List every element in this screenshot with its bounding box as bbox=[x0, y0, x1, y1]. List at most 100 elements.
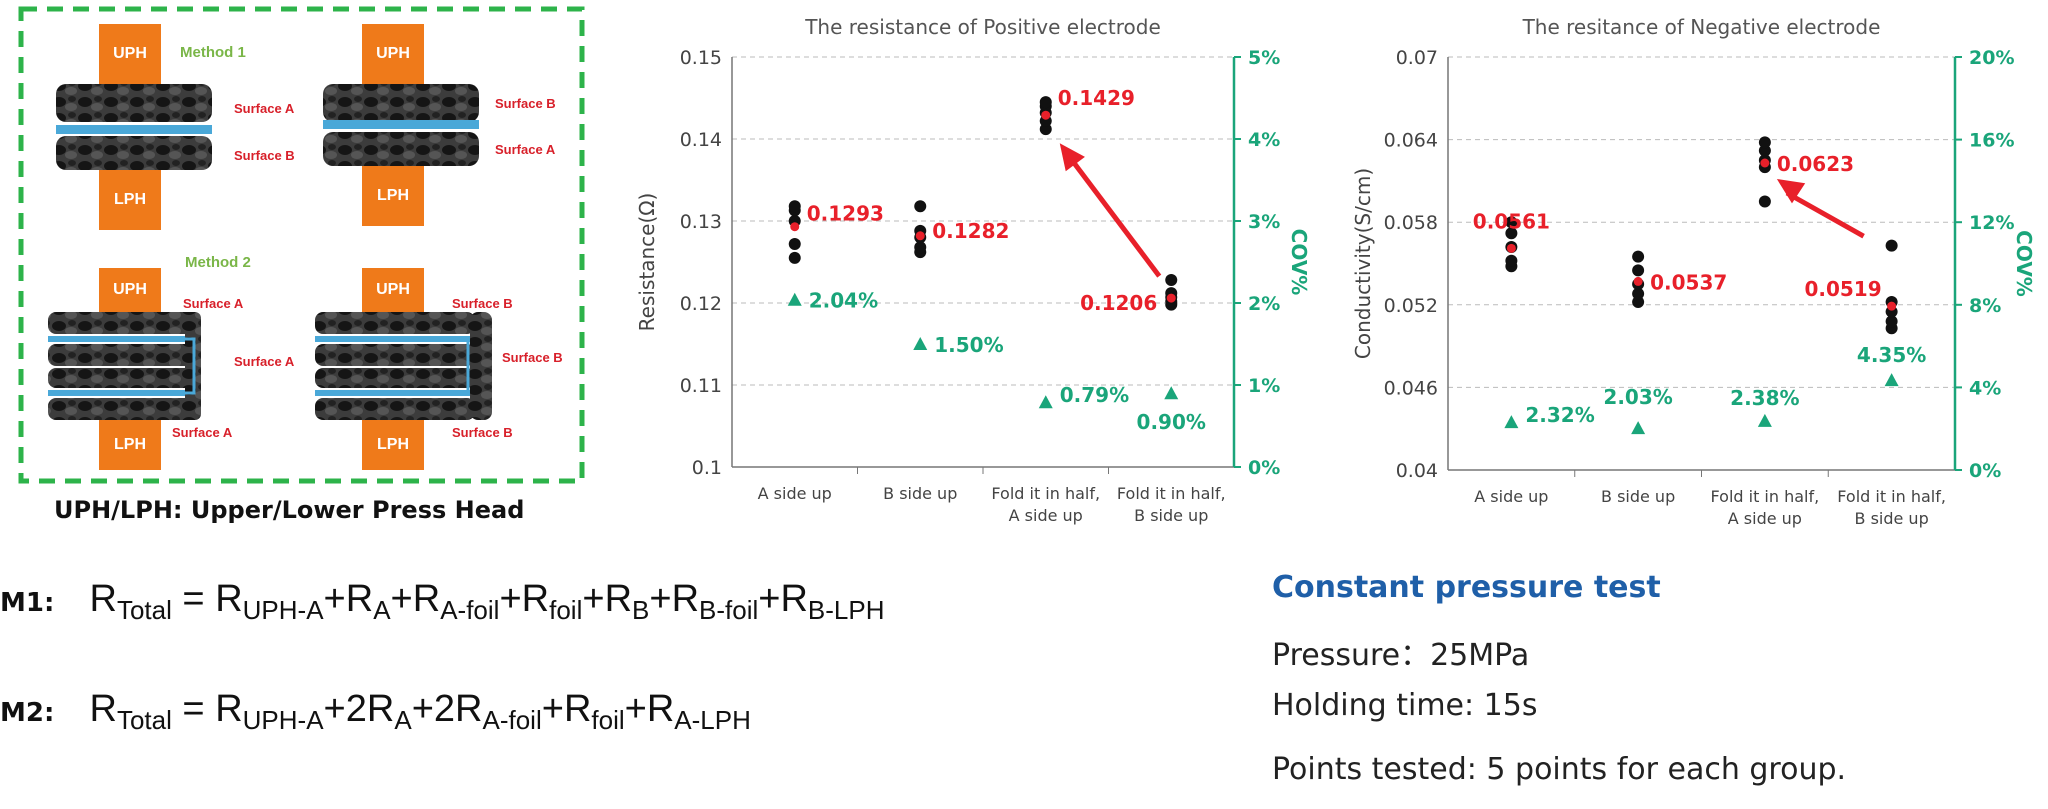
surface-label: Surface A bbox=[172, 425, 232, 440]
y2-tick-label: 20% bbox=[1969, 47, 2014, 69]
y-tick-label: 0.04 bbox=[1396, 460, 1438, 482]
surface-label: Surface B bbox=[452, 296, 513, 311]
cov-value-label: 1.50% bbox=[934, 333, 1003, 357]
x-category-label: Fold it in half, bbox=[1117, 484, 1226, 503]
lph-block: LPH bbox=[362, 166, 424, 226]
data-point bbox=[789, 200, 801, 212]
surface-label: Surface A bbox=[183, 296, 243, 311]
lph-block: LPH bbox=[362, 420, 424, 470]
folded-stack-right bbox=[315, 312, 492, 420]
cov-marker bbox=[1631, 421, 1645, 434]
x-category-label: Fold it in half, bbox=[1711, 487, 1820, 506]
data-point bbox=[789, 238, 801, 250]
test-pressure: Pressure：25MPa bbox=[1272, 630, 1529, 674]
y-axis-title: Conductivity(S/cm) bbox=[1351, 168, 1375, 359]
folded-stack-left bbox=[48, 312, 201, 420]
y-tick-label: 0.052 bbox=[1384, 295, 1438, 317]
uph-block: UPH bbox=[99, 268, 161, 312]
y-tick-label: 0.1 bbox=[692, 457, 722, 479]
x-category-label: B side up bbox=[1601, 487, 1675, 506]
cov-value-label: 2.32% bbox=[1525, 403, 1594, 427]
foil-layer bbox=[56, 125, 212, 134]
cov-marker bbox=[1039, 395, 1053, 408]
cov-marker bbox=[1885, 373, 1899, 386]
x-category-label: A side up bbox=[1728, 509, 1802, 528]
equation-m2: M2: RTotal = RUPH-A+2RA+2RA-foil+Rfoil+R… bbox=[0, 688, 751, 736]
trend-arrow-head bbox=[1060, 143, 1085, 171]
electrode-layer bbox=[323, 132, 479, 166]
cov-value-label: 2.38% bbox=[1730, 386, 1799, 410]
positive-electrode-chart: The resistance of Positive electrode 0.1 0… bbox=[620, 0, 1320, 545]
x-category-label: B side up bbox=[1855, 509, 1929, 528]
mean-point bbox=[1507, 244, 1516, 253]
mean-value-label: 0.1429 bbox=[1058, 86, 1135, 110]
uph-block: UPH bbox=[99, 24, 161, 84]
surface-label: Surface A bbox=[234, 101, 294, 116]
mean-point bbox=[916, 231, 925, 240]
x-category-label: B side up bbox=[1134, 506, 1208, 525]
x-category-label: A side up bbox=[1009, 506, 1083, 525]
x-category-label: A side up bbox=[758, 484, 832, 503]
data-point bbox=[1759, 136, 1771, 148]
y-tick-label: 0.12 bbox=[680, 293, 722, 315]
y2-axis-title: COV% bbox=[1287, 229, 1311, 296]
y-axis-title: Resistance(Ω) bbox=[635, 193, 659, 332]
mean-point bbox=[1634, 277, 1643, 286]
trend-arrow bbox=[1070, 157, 1160, 276]
y2-tick-label: 8% bbox=[1969, 295, 2001, 317]
data-point bbox=[1165, 274, 1177, 286]
y-tick-label: 0.13 bbox=[680, 211, 722, 233]
y-tick-label: 0.058 bbox=[1384, 212, 1438, 234]
cov-marker bbox=[1758, 414, 1772, 427]
schematic-caption: UPH/LPH: Upper/Lower Press Head bbox=[54, 496, 524, 524]
y-tick-label: 0.11 bbox=[680, 375, 722, 397]
mean-value-label: 0.0537 bbox=[1650, 270, 1727, 294]
y2-tick-label: 3% bbox=[1248, 211, 1280, 233]
cov-marker bbox=[1164, 386, 1178, 399]
x-category-label: Fold it in half, bbox=[991, 484, 1100, 503]
lph-block: LPH bbox=[99, 420, 161, 470]
y2-tick-label: 4% bbox=[1969, 377, 2001, 399]
surface-label: Surface B bbox=[495, 96, 556, 111]
y-tick-label: 0.07 bbox=[1396, 47, 1438, 69]
surface-label: Surface B bbox=[452, 425, 513, 440]
cov-value-label: 0.79% bbox=[1060, 383, 1129, 407]
uph-block: UPH bbox=[362, 24, 424, 84]
cov-value-label: 2.04% bbox=[809, 289, 878, 313]
surface-label: Surface B bbox=[502, 350, 563, 365]
chart-title: The resistance of Positive electrode bbox=[804, 15, 1161, 39]
electrode-layer bbox=[56, 84, 212, 122]
lph-block: LPH bbox=[99, 170, 161, 230]
y2-tick-label: 0% bbox=[1969, 460, 2001, 482]
data-point bbox=[1886, 240, 1898, 252]
data-point bbox=[1759, 196, 1771, 208]
y2-tick-label: 4% bbox=[1248, 129, 1280, 151]
mean-value-label: 0.0623 bbox=[1777, 152, 1854, 176]
data-point bbox=[914, 200, 926, 212]
cov-value-label: 4.35% bbox=[1857, 343, 1926, 367]
chart-title: The resitance of Negative electrode bbox=[1522, 15, 1881, 39]
test-points: Points tested: 5 points for each group. bbox=[1272, 752, 1846, 787]
y2-tick-label: 0% bbox=[1248, 457, 1280, 479]
y2-tick-label: 12% bbox=[1969, 212, 2014, 234]
y2-tick-label: 5% bbox=[1248, 47, 1280, 69]
mean-point bbox=[1887, 302, 1896, 311]
cov-value-label: 0.90% bbox=[1137, 410, 1206, 434]
equation-m1: M1: RTotal = RUPH-A+RA+RA-foil+Rfoil+RB+… bbox=[0, 578, 885, 626]
m2-label: M2: bbox=[0, 698, 54, 728]
mean-value-label: 0.1293 bbox=[807, 202, 884, 226]
surface-label: Surface A bbox=[234, 354, 294, 369]
y-tick-label: 0.046 bbox=[1384, 377, 1438, 399]
data-point bbox=[789, 252, 801, 264]
mean-value-label: 0.1282 bbox=[932, 219, 1009, 243]
data-point bbox=[1632, 251, 1644, 263]
electrode-layer bbox=[56, 136, 212, 170]
mean-value-label: 0.0519 bbox=[1804, 277, 1881, 301]
y2-tick-label: 2% bbox=[1248, 293, 1280, 315]
foil-layer bbox=[323, 120, 479, 129]
y2-tick-label: 1% bbox=[1248, 375, 1280, 397]
cov-marker bbox=[913, 337, 927, 350]
surface-label: Surface B bbox=[234, 148, 295, 163]
data-point bbox=[1505, 255, 1517, 267]
surface-label: Surface A bbox=[495, 142, 555, 157]
